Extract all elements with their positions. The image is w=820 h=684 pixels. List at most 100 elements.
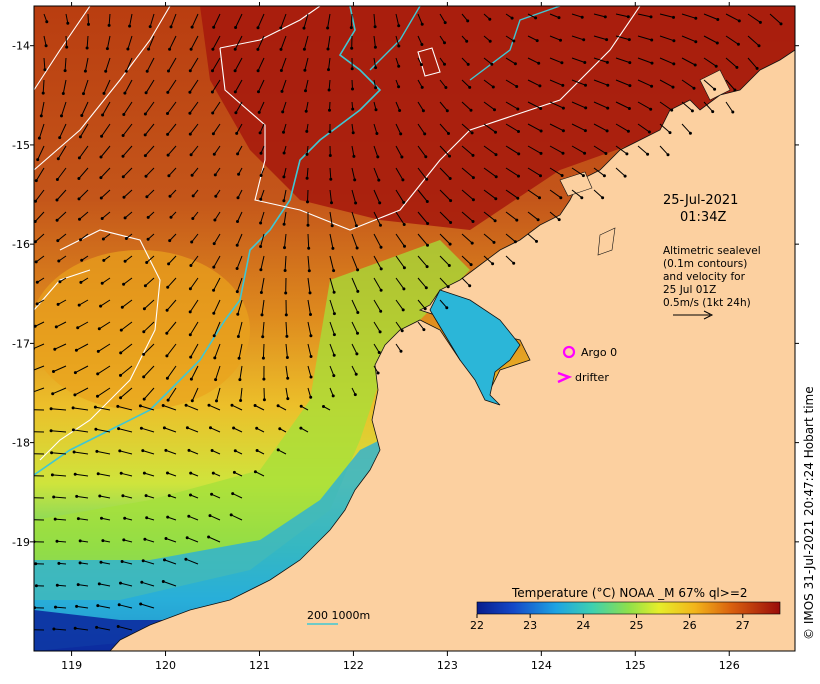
velocity-arrow-head: [238, 378, 241, 381]
velocity-arrow-head: [94, 406, 97, 409]
velocity-arrow-head: [36, 302, 39, 305]
velocity-arrow-head: [401, 329, 404, 332]
velocity-arrow-head: [118, 449, 121, 452]
velocity-arrow-head: [493, 241, 496, 244]
velocity-arrow-head: [189, 356, 192, 359]
velocity-arrow-head: [257, 26, 260, 29]
velocity-arrow-head: [282, 131, 285, 134]
velocity-arrow-head: [328, 109, 331, 112]
velocity-arrow-head: [233, 471, 236, 474]
velocity-arrow-head: [353, 178, 356, 181]
velocity-arrow-head: [54, 518, 57, 521]
velocity-arrow-head: [98, 495, 101, 498]
velocity-arrow-head: [170, 216, 173, 219]
velocity-arrow-head: [43, 68, 46, 71]
velocity-arrow-head: [145, 494, 148, 497]
velocity-arrow-head: [166, 133, 169, 136]
velocity-arrow-head: [167, 70, 170, 73]
velocity-arrow-head: [603, 174, 606, 177]
note-line: (0.1m contours): [663, 258, 747, 270]
velocity-arrow-head: [145, 261, 148, 264]
velocity-arrow-head: [212, 266, 215, 269]
lon-tick-label: 123: [437, 659, 458, 672]
velocity-arrow-head: [146, 70, 149, 73]
velocity-arrow-head: [449, 221, 452, 224]
velocity-arrow-head: [165, 332, 168, 335]
velocity-arrow-head: [327, 48, 330, 51]
velocity-arrow-head: [606, 61, 609, 64]
velocity-arrow-head: [426, 265, 429, 268]
velocity-arrow-head: [259, 268, 262, 271]
velocity-arrow-head: [257, 69, 260, 72]
colorbar-tick-label: 25: [629, 619, 643, 632]
velocity-arrow-head: [28, 430, 31, 433]
velocity-arrow-head: [168, 494, 171, 497]
velocity-arrow-head: [72, 406, 75, 409]
velocity-arrow-head: [65, 46, 68, 49]
velocity-arrow-head: [449, 199, 452, 202]
velocity-arrow-head: [167, 154, 170, 157]
velocity-arrow-head: [100, 135, 103, 138]
velocity-arrow-head: [34, 562, 37, 565]
velocity-arrow-head: [211, 48, 214, 51]
velocity-arrow-head: [234, 26, 237, 29]
velocity-arrow-head: [213, 153, 216, 156]
velocity-arrow-head: [119, 396, 122, 399]
velocity-arrow-head: [667, 153, 670, 156]
velocity-arrow-head: [397, 65, 400, 68]
velocity-arrow-head: [309, 291, 312, 294]
velocity-arrow-head: [283, 223, 286, 226]
velocity-arrow-head: [214, 378, 217, 381]
velocity-arrow-head: [164, 449, 167, 452]
velocity-arrow-head: [494, 219, 497, 222]
argo-label: Argo 0: [581, 346, 617, 359]
velocity-arrow-head: [123, 196, 126, 199]
velocity-arrow-head: [397, 45, 400, 48]
velocity-arrow-head: [261, 313, 264, 316]
velocity-arrow-head: [239, 399, 242, 402]
velocity-arrow-head: [627, 15, 630, 18]
velocity-arrow-head: [581, 16, 584, 19]
velocity-arrow-head: [235, 132, 238, 135]
velocity-arrow-head: [166, 286, 169, 289]
velocity-arrow-head: [100, 156, 103, 159]
velocity-arrow-head: [378, 351, 381, 354]
velocity-arrow-head: [467, 63, 470, 66]
velocity-arrow-head: [213, 219, 216, 222]
velocity-arrow-head: [379, 224, 382, 227]
velocity-arrow-head: [606, 129, 609, 132]
velocity-arrow-head: [468, 86, 471, 89]
velocity-arrow-head: [96, 395, 99, 398]
velocity-arrow-head: [78, 218, 81, 221]
velocity-arrow-head: [101, 114, 104, 117]
velocity-arrow-head: [230, 513, 233, 516]
velocity-arrow-head: [374, 66, 377, 69]
velocity-arrow-head: [145, 195, 148, 198]
velocity-arrow-head: [75, 605, 78, 608]
velocity-arrow-head: [471, 242, 474, 245]
velocity-arrow-head: [259, 222, 262, 225]
velocity-arrow-head: [282, 199, 285, 202]
velocity-arrow-head: [35, 260, 38, 263]
velocity-arrow-head: [209, 426, 212, 429]
velocity-arrow-head: [231, 404, 234, 407]
velocity-arrow-head: [584, 106, 587, 109]
velocity-arrow-head: [189, 287, 192, 290]
velocity-arrow-head: [162, 404, 165, 407]
velocity-arrow-head: [494, 197, 497, 200]
velocity-arrow-head: [286, 397, 289, 400]
velocity-arrow-head: [711, 110, 714, 113]
velocity-arrow-head: [540, 130, 543, 133]
velocity-arrow-head: [238, 357, 241, 360]
velocity-arrow-head: [310, 355, 313, 358]
velocity-arrow-head: [495, 175, 498, 178]
velocity-arrow-head: [328, 89, 331, 92]
velocity-arrow-head: [36, 281, 39, 284]
velocity-arrow-head: [694, 17, 697, 20]
velocity-arrow-head: [584, 129, 587, 132]
velocity-arrow-head: [55, 325, 58, 328]
velocity-arrow-head: [210, 493, 213, 496]
velocity-arrow-head: [625, 152, 628, 155]
velocity-arrow-head: [80, 259, 83, 262]
